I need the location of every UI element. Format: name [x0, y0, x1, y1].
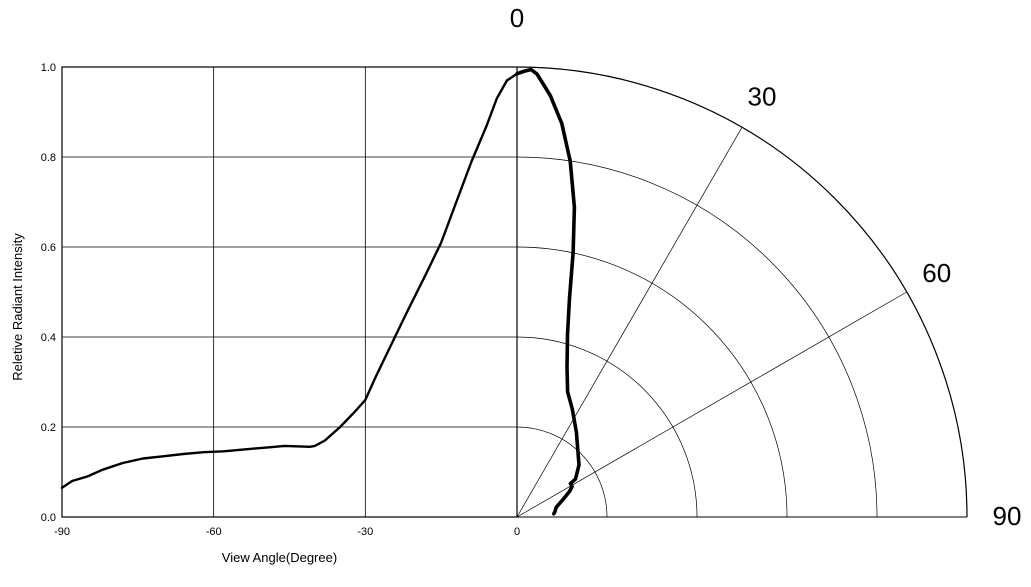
intensity-curves — [60, 67, 581, 516]
tick-labels: 0.0 0.2 0.4 0.6 0.8 1.0 -90 -60 -30 0 View Angle(D… — [10, 3, 1021, 565]
polar-intensity-line — [515, 67, 581, 516]
polar-angle-label: 60 — [922, 258, 951, 288]
cartesian-intensity-line — [60, 72, 519, 489]
polar-angle-label: 90 — [993, 501, 1022, 531]
y-tick-label: 0.0 — [41, 512, 56, 524]
x-axis-title: View Angle(Degree) — [222, 550, 337, 565]
polar-ring — [516, 336, 698, 518]
polar-spoke — [516, 127, 743, 518]
y-tick-label: 0.6 — [41, 242, 56, 254]
polar-ring — [516, 66, 968, 518]
x-tick-label: -30 — [357, 526, 373, 538]
x-tick-label: -90 — [54, 526, 70, 538]
polar-ring — [516, 156, 878, 518]
polar-ring — [516, 426, 608, 518]
y-tick-label: 0.2 — [41, 422, 56, 434]
cartesian-grid — [61, 66, 518, 518]
y-tick-label: 0.4 — [41, 332, 56, 344]
polar-ring — [516, 246, 788, 518]
x-tick-label: 0 — [514, 526, 520, 538]
y-axis-title: Reletive Radiant Intensity — [10, 233, 25, 381]
polar-spoke — [516, 291, 907, 518]
cartesian-frame — [61, 66, 518, 518]
y-tick-label: 0.8 — [41, 152, 56, 164]
y-tick-label: 1.0 — [41, 62, 56, 74]
x-tick-label: -60 — [206, 526, 222, 538]
polar-angle-label: 0 — [510, 3, 524, 33]
polar-grid — [516, 66, 968, 518]
polar-angle-label: 30 — [748, 81, 777, 111]
